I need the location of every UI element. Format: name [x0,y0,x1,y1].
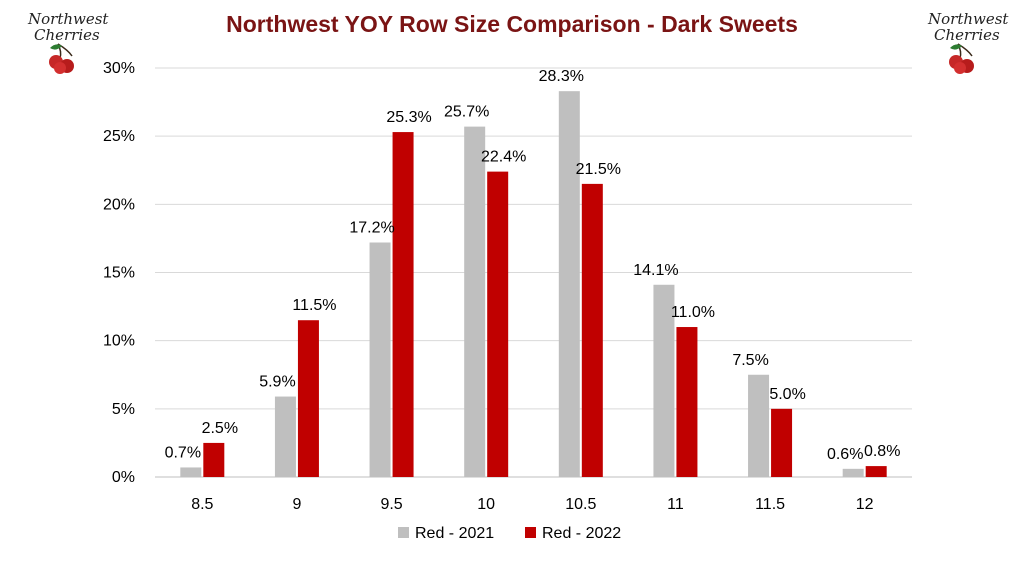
y-tick-label: 30% [103,60,135,77]
bar-2021 [464,126,486,477]
data-label: 5.0% [769,386,805,403]
cherry-icon [49,43,74,74]
bar-2022 [297,320,319,477]
logo-line1: Northwest [27,10,109,28]
data-label: 22.4% [481,149,526,166]
bar-2021 [653,284,675,477]
data-label: 0.6% [827,446,863,463]
logo-line2: Cherries [34,26,100,44]
x-tick-label: 10.5 [565,496,596,513]
bar-2022 [392,132,414,477]
data-label: 0.8% [864,443,900,460]
data-label: 0.7% [165,444,201,461]
bar-2021 [748,374,770,477]
x-tick-label: 10 [477,496,495,513]
bar-2022 [865,466,887,477]
y-tick-label: 0% [112,469,135,486]
bar-2021 [558,91,580,477]
data-label: 7.5% [732,352,768,369]
legend-swatch [398,527,409,538]
data-label: 25.3% [386,109,431,126]
data-label: 5.9% [259,374,295,391]
bar-2022 [771,408,793,477]
legend-label: Red - 2021 [415,525,494,542]
data-label: 25.7% [444,104,489,121]
y-tick-label: 10% [103,333,135,350]
logo-line1: Northwest [927,10,1009,28]
x-tick-label: 8.5 [191,496,213,513]
logo-line2: Cherries [934,26,1000,44]
legend-label: Red - 2022 [542,525,621,542]
data-label: 21.5% [576,161,621,178]
x-tick-label: 11.5 [755,496,785,513]
data-label: 28.3% [539,68,584,85]
data-label: 11.0% [671,304,715,321]
chart-title: Northwest YOY Row Size Comparison - Dark… [226,11,798,37]
bar-2022 [203,442,225,477]
bar-2022 [487,171,509,477]
data-label: 14.1% [633,262,678,279]
northwest-cherries-logo-left: Northwest Cherries [27,10,109,74]
legend-swatch [525,527,536,538]
x-tick-label: 12 [856,496,874,513]
y-tick-label: 25% [103,128,135,145]
x-tick-label: 9.5 [380,496,402,513]
bar-2022 [676,327,698,477]
bar-2022 [581,183,603,477]
x-tick-label: 11 [667,496,684,513]
bar-2021 [180,467,202,477]
bar-2021 [274,396,296,477]
cherry-icon [949,43,974,74]
bar-2021 [842,468,864,477]
y-tick-label: 5% [112,401,135,418]
data-label: 11.5% [292,297,336,314]
northwest-cherries-logo-right: Northwest Cherries [927,10,1009,74]
y-tick-label: 15% [103,265,135,282]
data-label: 17.2% [349,220,394,237]
y-tick-label: 20% [103,196,135,213]
data-label: 2.5% [202,420,238,437]
x-tick-label: 9 [292,496,301,513]
bar-2021 [369,242,391,477]
